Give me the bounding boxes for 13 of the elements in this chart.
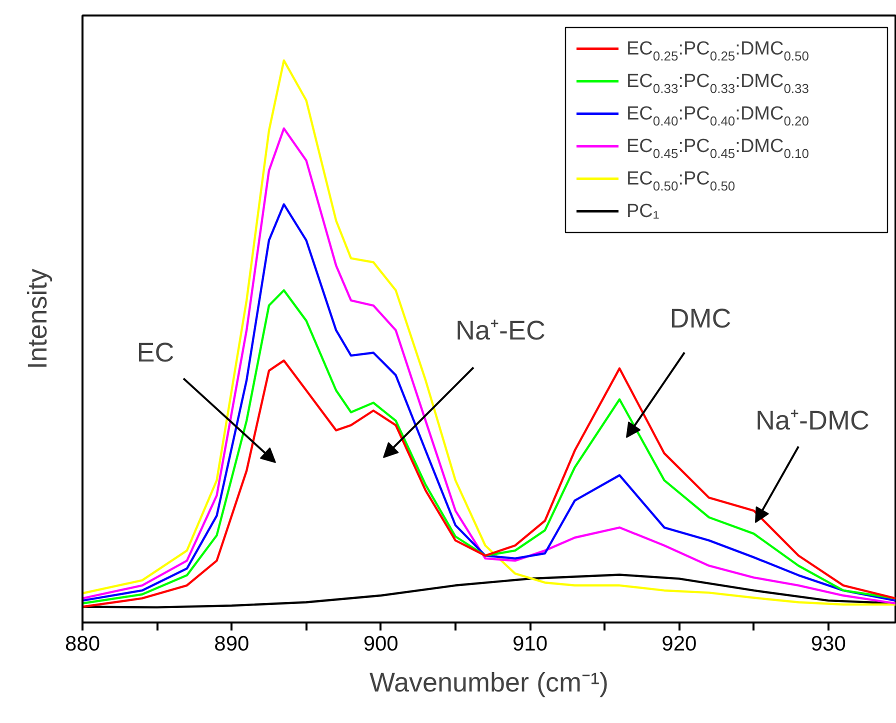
- x-tick-label: 910: [512, 632, 548, 656]
- x-tick-label: 920: [662, 632, 697, 656]
- x-tick-label: 930: [810, 632, 846, 656]
- legend-label: PC₁: [626, 200, 660, 222]
- x-axis-title: Wavenumber (cm⁻¹): [369, 668, 609, 698]
- annotation: DMC: [670, 304, 732, 334]
- x-tick-label: 890: [214, 632, 250, 656]
- x-tick-label: 880: [64, 632, 100, 656]
- annotation: Na⁺-EC: [455, 316, 546, 346]
- y-axis-title: Intensity: [22, 268, 52, 370]
- annotation: Na⁺-DMC: [756, 406, 870, 436]
- x-tick-label: 900: [363, 632, 398, 656]
- annotation: EC: [136, 338, 174, 368]
